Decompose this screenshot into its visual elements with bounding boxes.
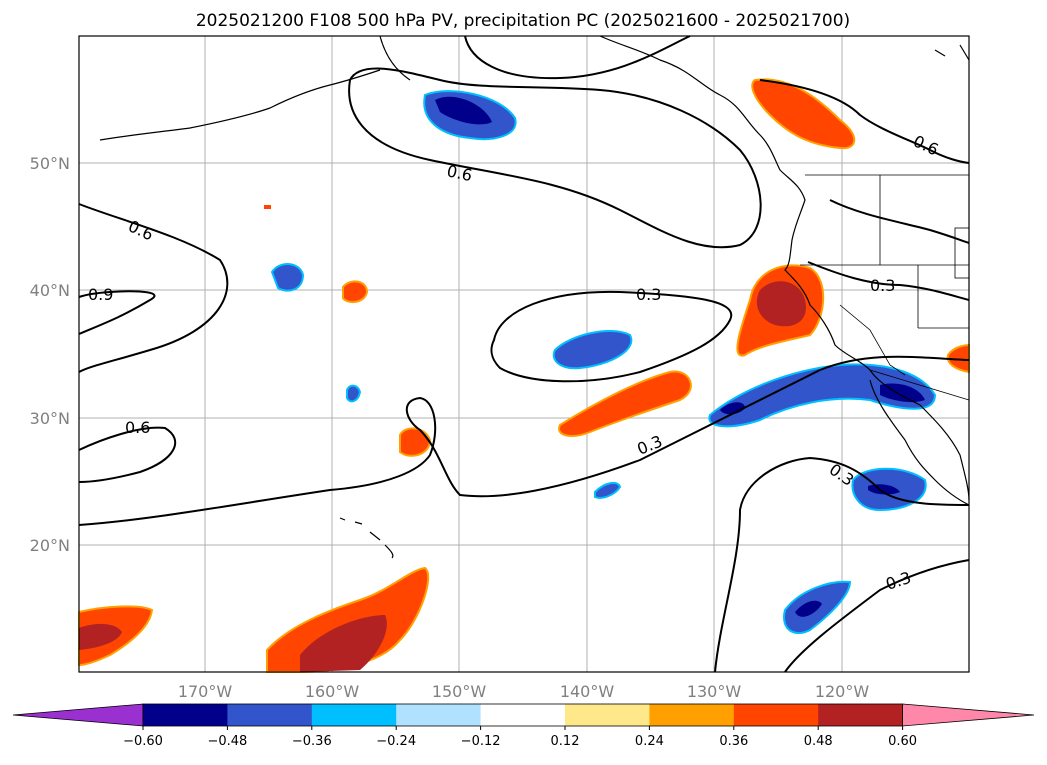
contour-label: 0.9 [88, 285, 113, 304]
colorbar-tick-label: −0.48 [207, 734, 247, 749]
lat-label: 40°N [30, 281, 70, 300]
precip-blob-subtropical-band [558, 370, 692, 437]
lon-label: 170°W [178, 682, 233, 701]
colorbar: −0.60 −0.48 −0.36 −0.24 −0.12 0.12 0.24 0.36 0.4… [12, 703, 1035, 749]
colorbar-tick-label: −0.24 [376, 734, 416, 749]
gridlines [79, 36, 969, 672]
precip-blob-small-2 [342, 280, 369, 304]
colorbar-segment [733, 704, 819, 726]
contour-label: 0.6 [445, 161, 474, 185]
lat-label: 20°N [30, 536, 70, 555]
colorbar-segment [143, 704, 228, 726]
colorbar-segment [396, 704, 482, 726]
contour-label: 0.3 [636, 285, 661, 304]
precip-dot [264, 205, 271, 209]
colorbar-extend-min [12, 703, 144, 727]
precip-core-southwest [79, 623, 122, 650]
colorbar-tick-label: −0.12 [461, 734, 501, 749]
colorbar-tick-label: −0.60 [123, 734, 163, 749]
contour-label: 0.3 [870, 276, 895, 295]
colorbar-segment [227, 704, 313, 726]
colorbar-extend-max [902, 703, 1035, 727]
lon-label: 140°W [560, 682, 615, 701]
pv-contours [78, 35, 970, 673]
map-frame [78, 35, 970, 673]
precip-neg-mid-pacific [552, 329, 633, 370]
lon-label: 160°W [305, 682, 360, 701]
lon-label: 150°W [432, 682, 487, 701]
figure-title: 2025021200 F108 500 hPa PV, precipitatio… [196, 11, 850, 31]
precip-neg-small-3 [594, 481, 622, 499]
precip-positive [78, 78, 970, 673]
colorbar-tick-label: −0.36 [292, 734, 332, 749]
colorbar-tick-label: 0.36 [719, 734, 748, 749]
colorbar-segment [649, 704, 735, 726]
precip-core-south-central [300, 615, 387, 672]
borders [800, 174, 970, 401]
contour-label: 0.6 [125, 418, 150, 437]
lat-label: 50°N [30, 154, 70, 173]
lon-label: 130°W [687, 682, 742, 701]
lat-labels: 50°N 40°N 30°N 20°N [30, 154, 70, 555]
lon-labels: 170°W 160°W 150°W 140°W 130°W 120°W [178, 682, 870, 701]
lon-label: 120°W [815, 682, 870, 701]
precip-neg-small-2 [346, 384, 362, 403]
colorbar-outline [142, 703, 903, 727]
precip-blob-bc-coast [751, 78, 856, 150]
coastlines [99, 35, 970, 559]
colorbar-segment [565, 704, 650, 726]
precip-blob-small-1 [399, 427, 432, 457]
colorbar-segment [818, 704, 904, 726]
colorbar-segment [480, 704, 566, 726]
precip-neg-small-1 [270, 263, 305, 292]
colorbar-segment [311, 704, 397, 726]
colorbar-tick-label: 0.24 [635, 734, 664, 749]
precip-neg-core-north [435, 96, 492, 125]
precip-core-california [756, 281, 806, 327]
colorbar-tick-label: 0.12 [551, 734, 580, 749]
precip-neg-core-south [795, 600, 822, 617]
colorbar-tick-label: 0.60 [888, 734, 917, 749]
lat-label: 30°N [30, 409, 70, 428]
colorbar-tick-label: 0.48 [804, 734, 833, 749]
precip-neg-core-2 [880, 383, 925, 403]
